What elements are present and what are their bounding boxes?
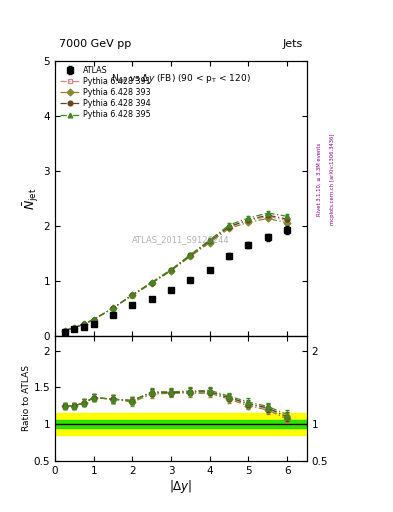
Pythia 6.428 393	[208, 240, 212, 246]
Pythia 6.428 393	[72, 325, 77, 331]
Pythia 6.428 391	[208, 238, 212, 244]
Bar	[55, 413, 307, 435]
Pythia 6.428 393	[169, 268, 173, 274]
Pythia 6.428 394	[169, 267, 173, 273]
Pythia 6.428 394	[149, 280, 154, 286]
Line: Pythia 6.428 391: Pythia 6.428 391	[62, 214, 290, 333]
Text: mcplots.cern.ch [arXiv:1306.3436]: mcplots.cern.ch [arXiv:1306.3436]	[330, 134, 335, 225]
Pythia 6.428 395	[149, 279, 154, 285]
Pythia 6.428 394	[91, 316, 96, 323]
Pythia 6.428 395	[266, 210, 270, 216]
Pythia 6.428 394	[62, 328, 67, 334]
Line: Pythia 6.428 393: Pythia 6.428 393	[62, 216, 290, 333]
Pythia 6.428 394	[130, 292, 135, 298]
Pythia 6.428 391	[82, 321, 86, 327]
Pythia 6.428 393	[246, 219, 251, 225]
Text: N$_{\rm jet}$ vs $\Delta y$ (FB) (90 < p$_{\rm T}$ < 120): N$_{\rm jet}$ vs $\Delta y$ (FB) (90 < p…	[111, 72, 251, 86]
Pythia 6.428 394	[246, 217, 251, 223]
Legend: ATLAS, Pythia 6.428 391, Pythia 6.428 393, Pythia 6.428 394, Pythia 6.428 395: ATLAS, Pythia 6.428 391, Pythia 6.428 39…	[58, 65, 152, 121]
Pythia 6.428 391	[188, 252, 193, 259]
Y-axis label: Ratio to ATLAS: Ratio to ATLAS	[22, 366, 31, 432]
Pythia 6.428 395	[82, 321, 86, 327]
Pythia 6.428 393	[149, 280, 154, 286]
Pythia 6.428 391	[266, 213, 270, 219]
Pythia 6.428 394	[285, 216, 290, 222]
Pythia 6.428 393	[227, 225, 231, 231]
X-axis label: $|\Delta y|$: $|\Delta y|$	[169, 478, 193, 496]
Pythia 6.428 393	[111, 305, 116, 311]
Pythia 6.428 395	[91, 316, 96, 323]
Pythia 6.428 391	[149, 280, 154, 286]
Pythia 6.428 395	[285, 213, 290, 219]
Text: 7000 GeV pp: 7000 GeV pp	[59, 38, 131, 49]
Pythia 6.428 394	[208, 238, 212, 244]
Pythia 6.428 391	[246, 218, 251, 224]
Pythia 6.428 395	[111, 305, 116, 311]
Pythia 6.428 393	[62, 328, 67, 334]
Pythia 6.428 395	[188, 252, 193, 258]
Pythia 6.428 391	[111, 305, 116, 311]
Pythia 6.428 391	[169, 267, 173, 273]
Text: Rivet 3.1.10, ≥ 3.3M events: Rivet 3.1.10, ≥ 3.3M events	[316, 142, 321, 216]
Pythia 6.428 391	[62, 328, 67, 334]
Pythia 6.428 395	[62, 328, 67, 334]
Pythia 6.428 391	[285, 218, 290, 224]
Pythia 6.428 394	[188, 252, 193, 259]
Pythia 6.428 391	[91, 316, 96, 323]
Pythia 6.428 395	[227, 222, 231, 228]
Pythia 6.428 393	[91, 316, 96, 323]
Pythia 6.428 393	[285, 220, 290, 226]
Pythia 6.428 393	[188, 253, 193, 260]
Pythia 6.428 394	[82, 321, 86, 327]
Text: ATLAS_2011_S9126244: ATLAS_2011_S9126244	[132, 236, 230, 244]
Pythia 6.428 394	[266, 212, 270, 218]
Line: Pythia 6.428 395: Pythia 6.428 395	[62, 210, 290, 333]
Line: Pythia 6.428 394: Pythia 6.428 394	[62, 213, 290, 333]
Pythia 6.428 395	[169, 266, 173, 272]
Pythia 6.428 391	[227, 224, 231, 230]
Pythia 6.428 395	[130, 292, 135, 298]
Pythia 6.428 393	[130, 292, 135, 298]
Pythia 6.428 394	[227, 224, 231, 230]
Pythia 6.428 393	[82, 321, 86, 327]
Text: Jets: Jets	[282, 38, 303, 49]
Pythia 6.428 395	[72, 325, 77, 331]
Y-axis label: $\bar{N}_{\rm jet}$: $\bar{N}_{\rm jet}$	[21, 187, 41, 210]
Pythia 6.428 391	[130, 292, 135, 298]
Pythia 6.428 394	[111, 305, 116, 311]
Bar	[55, 420, 307, 428]
Pythia 6.428 395	[208, 237, 212, 243]
Pythia 6.428 395	[246, 215, 251, 221]
Pythia 6.428 391	[72, 325, 77, 331]
Pythia 6.428 394	[72, 325, 77, 331]
Pythia 6.428 393	[266, 216, 270, 222]
